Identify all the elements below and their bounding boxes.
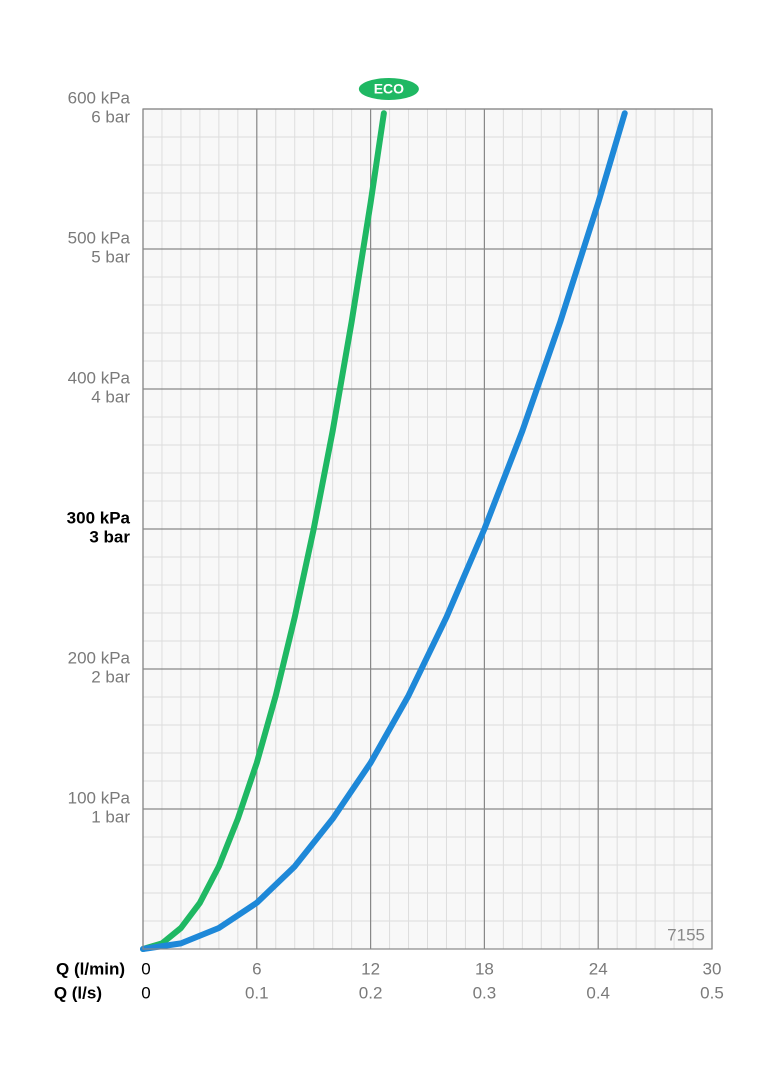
x2-tick-label: 0.1 xyxy=(245,983,269,1002)
y-tick-label-bar: 5 bar xyxy=(91,247,130,266)
x-tick-label: 6 xyxy=(252,959,261,978)
plot-frame xyxy=(142,108,713,950)
y-tick-label: 600 kPa xyxy=(68,88,131,107)
x2-tick-label: 0.3 xyxy=(473,983,497,1002)
y-tick-label: 200 kPa xyxy=(68,648,131,667)
x2-tick-label: 0.2 xyxy=(359,983,383,1002)
y-tick-label: 100 kPa xyxy=(68,788,131,807)
y-tick-label-bar: 1 bar xyxy=(91,807,130,826)
x-tick-label: 30 xyxy=(703,959,722,978)
y-tick-label-bar: 2 bar xyxy=(91,667,130,686)
y-tick-label: 300 kPa xyxy=(67,508,131,527)
x-tick-label: 24 xyxy=(589,959,608,978)
x2-tick-label: 0 xyxy=(141,983,150,1002)
x2-axis-label: Q (l/s) xyxy=(54,983,102,1002)
lines xyxy=(140,110,628,952)
x2-tick-label: 0.5 xyxy=(700,983,724,1002)
code-label: 7155 xyxy=(667,925,705,944)
x2-tick-label: 0.4 xyxy=(586,983,610,1002)
curve xyxy=(140,110,387,952)
y-tick-label-bar: 3 bar xyxy=(89,527,130,546)
y-tick-label-bar: 6 bar xyxy=(91,107,130,126)
x-axis-label: Q (l/min) xyxy=(56,959,125,978)
x-tick-label: 0 xyxy=(141,959,150,978)
x-tick-label: 12 xyxy=(361,959,380,978)
eco-label: ECO xyxy=(374,81,404,97)
y-tick-label-bar: 4 bar xyxy=(91,387,130,406)
curve xyxy=(140,110,628,952)
x-tick-label: 18 xyxy=(475,959,494,978)
y-tick-label: 500 kPa xyxy=(68,228,131,247)
y-tick-label: 400 kPa xyxy=(68,368,131,387)
grid xyxy=(142,108,713,949)
eco-badge xyxy=(358,78,419,100)
